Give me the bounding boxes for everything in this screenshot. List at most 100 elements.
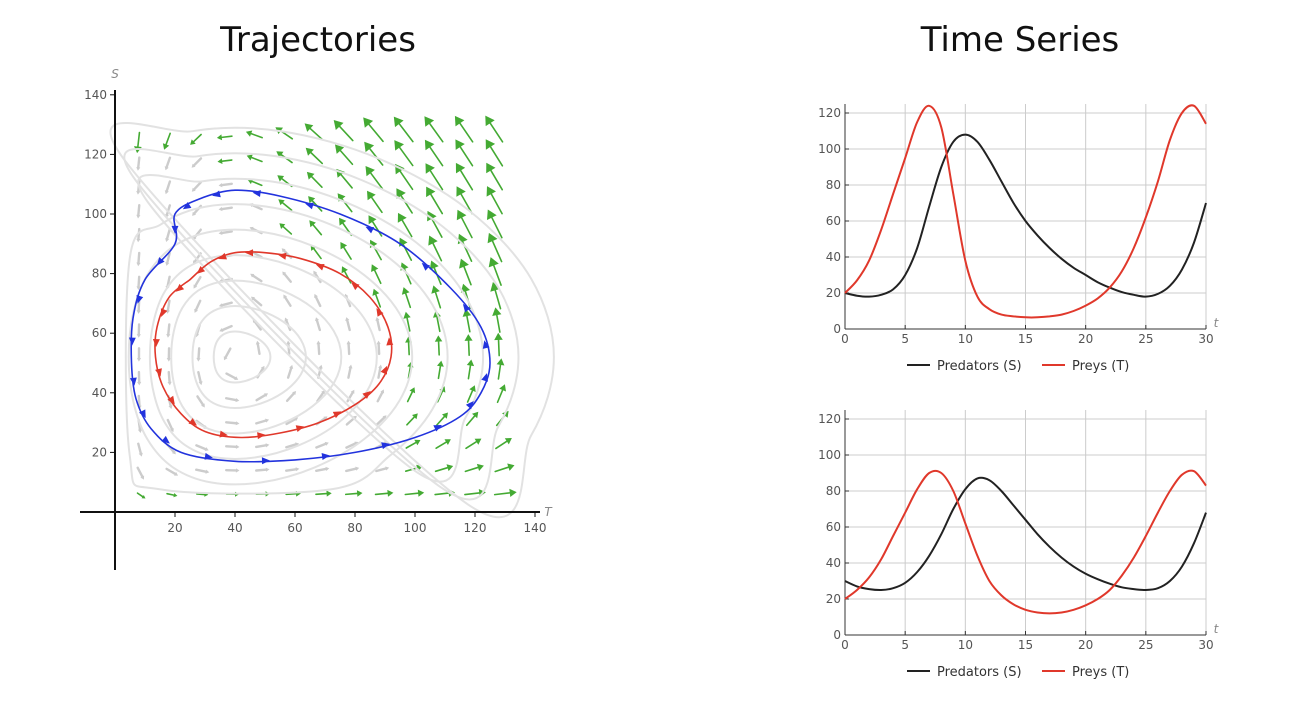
y-tick-label: 140 bbox=[84, 88, 107, 102]
field-arrow bbox=[315, 442, 327, 449]
orbit-arrow bbox=[315, 264, 325, 271]
field-arrowhead bbox=[278, 199, 285, 206]
field-arrow bbox=[225, 421, 238, 425]
field-arrow bbox=[459, 146, 474, 167]
x-tick-label: 0 bbox=[841, 638, 849, 652]
field-arrow bbox=[192, 133, 202, 143]
field-arrowhead bbox=[235, 444, 240, 449]
field-arrow bbox=[493, 492, 511, 496]
field-arrowhead bbox=[166, 334, 171, 338]
field-arrowhead bbox=[409, 387, 416, 394]
field-arrow bbox=[459, 169, 474, 191]
field-arrowhead bbox=[427, 210, 437, 222]
field-arrowhead bbox=[318, 364, 323, 369]
y-tick-label: 0 bbox=[833, 322, 841, 336]
orbit-arrow bbox=[362, 391, 371, 399]
field-arrow bbox=[284, 296, 292, 307]
field-arrowhead bbox=[137, 429, 143, 433]
field-arrow bbox=[404, 292, 412, 309]
y-tick-label: 60 bbox=[826, 520, 841, 534]
field-arrowhead bbox=[488, 257, 499, 268]
field-arrowhead bbox=[499, 384, 506, 392]
field-arrow bbox=[346, 391, 354, 403]
field-arrowhead bbox=[414, 439, 421, 446]
field-arrow bbox=[406, 317, 411, 332]
field-arrow bbox=[496, 389, 504, 404]
field-arrow bbox=[437, 365, 442, 380]
field-arrowhead bbox=[455, 162, 466, 174]
field-arrowhead bbox=[235, 421, 240, 426]
series-line-predators bbox=[844, 133, 1207, 298]
field-arrow bbox=[220, 182, 233, 187]
field-arrowhead bbox=[170, 428, 174, 433]
field-arrowhead bbox=[246, 154, 253, 161]
field-arrowhead bbox=[251, 296, 255, 301]
field-arrow bbox=[282, 225, 293, 235]
field-arrowhead bbox=[363, 117, 374, 128]
field-arrow bbox=[495, 440, 508, 450]
field-arrowhead bbox=[198, 381, 203, 386]
orbit-outer bbox=[130, 189, 491, 463]
field-arrowhead bbox=[276, 151, 284, 158]
field-arrowhead bbox=[364, 141, 375, 153]
field-arrowhead bbox=[166, 358, 171, 362]
y-tick-label: 60 bbox=[92, 326, 107, 340]
field-arrow bbox=[489, 145, 504, 167]
field-arrow bbox=[312, 224, 323, 236]
field-arrowhead bbox=[472, 411, 479, 419]
field-arrow bbox=[255, 468, 268, 472]
field-arrowhead bbox=[260, 365, 265, 370]
y-tick-label: 20 bbox=[826, 592, 841, 606]
field-arrowhead bbox=[354, 441, 359, 446]
field-arrowhead bbox=[223, 356, 228, 361]
field-arrow bbox=[250, 132, 263, 139]
orbit-arrow bbox=[167, 395, 175, 405]
field-arrowhead bbox=[316, 340, 321, 345]
time-series-plot-1 bbox=[844, 104, 1207, 366]
field-arrowhead bbox=[304, 123, 314, 132]
field-arrowhead bbox=[459, 258, 469, 269]
field-arrow bbox=[497, 339, 500, 357]
field-arrow bbox=[315, 467, 328, 473]
legend-label-preys: Preys (T) bbox=[1072, 359, 1129, 374]
orbit-arrow bbox=[139, 409, 146, 419]
field-arrowhead bbox=[380, 389, 385, 394]
field-arrow bbox=[310, 175, 323, 188]
field-arrow bbox=[437, 340, 440, 356]
y-tick-label: 80 bbox=[826, 484, 841, 498]
field-arrow bbox=[252, 297, 263, 307]
orbit-arrow bbox=[161, 435, 170, 444]
field-arrow bbox=[250, 156, 263, 163]
stream-line bbox=[109, 122, 555, 519]
field-arrowhead bbox=[462, 308, 472, 317]
field-arrowhead bbox=[286, 340, 291, 345]
field-arrow bbox=[166, 275, 171, 288]
field-arrowhead bbox=[490, 282, 501, 292]
field-arrowhead bbox=[136, 191, 141, 195]
field-arrowhead bbox=[487, 232, 498, 244]
field-arrowhead bbox=[136, 310, 141, 314]
field-arrowhead bbox=[136, 334, 141, 338]
field-arrow bbox=[407, 341, 410, 356]
y-tick-label: 120 bbox=[818, 412, 841, 426]
field-arrow bbox=[165, 467, 177, 476]
y-tick-label: 120 bbox=[84, 147, 107, 161]
orbit-arrow bbox=[218, 252, 227, 260]
field-arrow bbox=[166, 418, 174, 431]
field-arrow bbox=[467, 364, 472, 380]
field-arrow bbox=[496, 314, 501, 333]
field-arrowhead bbox=[424, 116, 435, 127]
field-arrowhead bbox=[486, 186, 496, 197]
field-arrow bbox=[434, 492, 450, 496]
field-arrow bbox=[196, 395, 205, 406]
field-arrowhead bbox=[277, 175, 285, 182]
field-arrow bbox=[460, 216, 473, 239]
field-arrow bbox=[491, 240, 503, 263]
y-tick-label: 100 bbox=[84, 207, 107, 221]
field-arrow bbox=[466, 389, 474, 403]
field-arrowhead bbox=[282, 271, 287, 276]
field-arrow bbox=[194, 299, 202, 311]
field-arrowhead bbox=[281, 248, 286, 253]
field-arrowhead bbox=[289, 364, 294, 369]
field-arrowhead bbox=[265, 467, 270, 472]
